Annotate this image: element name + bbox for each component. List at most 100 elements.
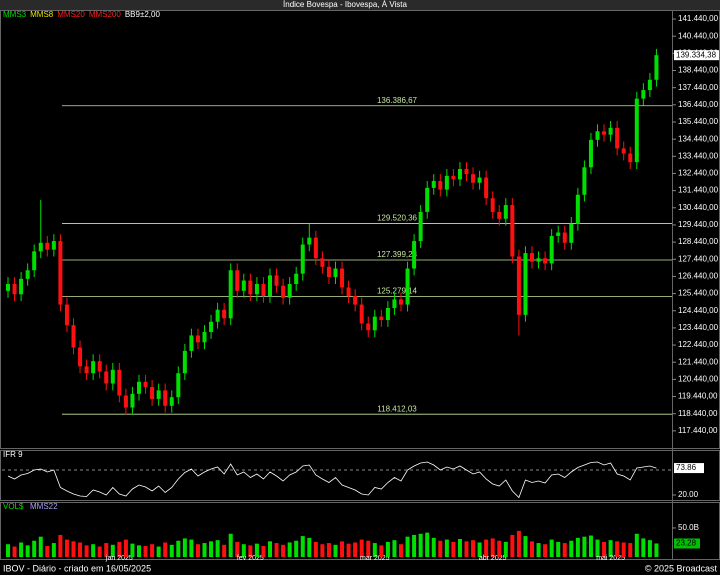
candle-body [268, 275, 272, 296]
legend-entry: MMS20 [57, 10, 85, 19]
volume-bar [497, 540, 502, 557]
candle-body [621, 148, 626, 154]
candle-body [497, 211, 502, 219]
volume-bar [300, 536, 305, 557]
legend-entry: BB9±2,00 [125, 10, 161, 19]
volume-bar [523, 536, 528, 557]
y-tick-label: 118.440,00 [678, 409, 718, 418]
rsi-last-label: 73.86 [676, 463, 697, 472]
volume-bar [530, 541, 534, 557]
volume-bar [45, 545, 50, 557]
candle-body [575, 194, 580, 224]
volume-bar [117, 541, 122, 557]
volume-bar [536, 543, 541, 557]
candle-body [45, 242, 50, 250]
rsi-line [7, 461, 657, 499]
candle-body [412, 241, 417, 269]
volume-bar [294, 540, 299, 557]
y-tick-label: 140.440,00 [678, 31, 719, 40]
volume-bar [379, 545, 384, 557]
candle-body [254, 283, 259, 295]
candle-body [235, 270, 240, 291]
candle-body [536, 258, 541, 262]
candle-body [516, 256, 521, 315]
volume-bar [451, 541, 456, 557]
y-tick-label: 141.440,00 [678, 14, 719, 23]
last-price-label: 139.334,38 [676, 50, 717, 59]
volume-bar [104, 543, 109, 557]
y-tick-label: 130.440,00 [678, 203, 719, 212]
y-tick-label: 135.440,00 [678, 117, 719, 126]
candle-body [209, 321, 214, 333]
candle-body [608, 127, 613, 135]
y-tick-label: 129.440,00 [678, 220, 719, 229]
volume-bar [78, 542, 83, 557]
volume-bar [595, 539, 600, 557]
volume-bar [405, 536, 410, 557]
candle-body [438, 181, 443, 190]
y-tick-label: 128.440,00 [678, 237, 719, 246]
volume-bar [189, 539, 194, 557]
volume-bar [156, 546, 161, 557]
candle-body [12, 283, 17, 295]
candle-body [25, 270, 30, 279]
volume-bar [235, 541, 240, 557]
rsi-tick-label: 20.00 [678, 490, 699, 499]
candle-body [372, 316, 377, 331]
x-tick-label: mai 2025 [596, 555, 625, 562]
volume-bar [359, 539, 364, 557]
level-label: 118.412,03 [377, 404, 417, 413]
candle-body [556, 232, 561, 236]
y-tick-label: 125.440,00 [678, 289, 719, 298]
y-tick-label: 126.440,00 [678, 272, 719, 281]
candle-body [84, 366, 89, 374]
candle-body [294, 273, 299, 284]
volume-last-label: 23.28 [676, 539, 697, 548]
candle-body [287, 283, 292, 298]
candle-body [222, 309, 227, 319]
volume-bar [372, 543, 377, 557]
volume-bar [6, 544, 10, 557]
volume-bar [628, 543, 633, 557]
volume-bar [326, 543, 331, 557]
title-bar [0, 0, 720, 10]
candle-body [340, 268, 345, 288]
volume-bar [137, 545, 141, 557]
volume-bar [123, 539, 128, 557]
candle-body [248, 280, 253, 295]
volume-bar [562, 543, 567, 557]
candle-body [169, 397, 174, 406]
x-tick-label: mar 2025 [360, 555, 390, 562]
candle-body [562, 232, 567, 243]
candle-body [379, 316, 384, 321]
candle-body [510, 205, 515, 257]
candle-body [444, 175, 449, 190]
volume-bar [346, 543, 351, 557]
candle-body [64, 304, 69, 326]
y-tick-label: 121.440,00 [678, 357, 719, 366]
candle-body [392, 299, 397, 309]
candle-body [399, 299, 403, 305]
volume-bar [163, 542, 168, 557]
candle-body [320, 258, 325, 267]
volume-bar [385, 541, 390, 557]
volume-bar [268, 541, 272, 557]
footer-right: © 2025 Broadcast [645, 563, 718, 573]
candle-body [425, 187, 430, 212]
volume-bar [71, 541, 76, 557]
candle-body [215, 309, 220, 322]
volume-bar [261, 545, 266, 557]
candle-body [182, 350, 187, 374]
volume-bar [647, 540, 652, 557]
volume-bar [19, 542, 24, 557]
volume-bar [241, 544, 246, 557]
candle-body [163, 390, 168, 406]
volume-bar [457, 539, 462, 557]
y-tick-label: 119.440,00 [678, 392, 718, 401]
candle-body [595, 131, 600, 140]
volume-bar [602, 541, 607, 557]
candle-body [137, 381, 141, 394]
rsi-title: IFR 9 [3, 450, 23, 459]
volume-bar [569, 540, 574, 557]
